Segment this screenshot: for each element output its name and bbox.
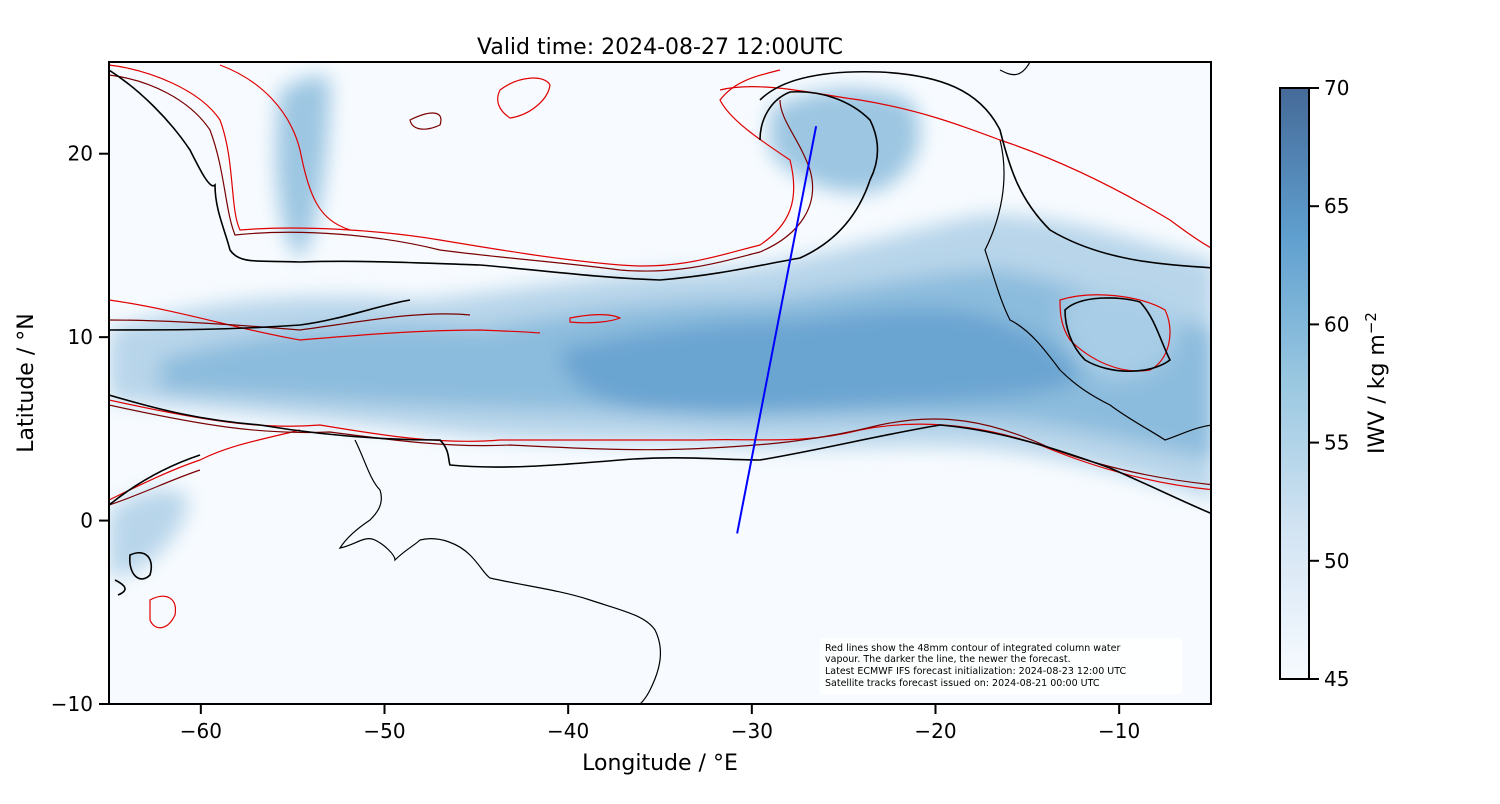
note-box: Red lines show the 48mm contour of integ… — [820, 638, 1182, 694]
x-tick-label: −50 — [363, 719, 405, 743]
note-line-2: vapour. The darker the line, the newer t… — [825, 654, 1071, 665]
note-line-4: Satellite tracks forecast issued on: 202… — [825, 678, 1100, 689]
y-tick-label: 0 — [80, 509, 93, 533]
contours-black — [109, 69, 1211, 596]
colorbar-tick-label: 45 — [1324, 667, 1349, 691]
y-tick-label: −10 — [51, 692, 93, 716]
y-axis: −10 0 10 20 — [51, 142, 109, 716]
plot-area: Red lines show the 48mm contour of integ… — [109, 62, 1211, 704]
x-axis: −60 −50 −40 −30 −20 −10 — [180, 704, 1140, 743]
colorbar-tick-label: 60 — [1324, 312, 1349, 336]
colorbar: 45 50 55 60 65 70 IWV / kg m−2 — [1279, 76, 1390, 691]
y-tick-label: 20 — [68, 142, 93, 166]
map-title: Valid time: 2024-08-27 12:00UTC — [477, 35, 843, 60]
x-tick-label: −30 — [731, 719, 773, 743]
coastlines — [338, 62, 1211, 704]
x-tick-label: −20 — [914, 719, 956, 743]
y-tick-label: 10 — [68, 325, 93, 349]
colorbar-tick-label: 50 — [1324, 549, 1349, 573]
y-axis-label: Latitude / °N — [14, 313, 39, 452]
x-tick-label: −10 — [1098, 719, 1140, 743]
x-tick-label: −60 — [180, 719, 222, 743]
colorbar-tick-label: 55 — [1324, 431, 1349, 455]
colorbar-label-superscript: −2 — [1362, 312, 1380, 334]
colorbar-label: IWV / kg m−2 — [1362, 312, 1390, 454]
contours-red — [109, 64, 1211, 629]
colorbar-tick-label: 65 — [1324, 194, 1349, 218]
note-box-background — [820, 638, 1182, 694]
colorbar-label-text: IWV / kg m — [1365, 334, 1390, 454]
note-line-3: Latest ECMWF IFS forecast initialization… — [825, 666, 1126, 677]
colorbar-ticks: 45 50 55 60 65 70 — [1309, 76, 1349, 691]
colorbar-tick-label: 70 — [1324, 76, 1349, 100]
satellite-track — [736, 126, 818, 534]
colorbar-gradient — [1279, 87, 1310, 680]
x-tick-label: −40 — [547, 719, 589, 743]
plot-frame — [108, 61, 1212, 705]
x-axis-label: Longitude / °E — [582, 751, 738, 776]
note-line-1: Red lines show the 48mm contour of integ… — [825, 643, 1120, 654]
